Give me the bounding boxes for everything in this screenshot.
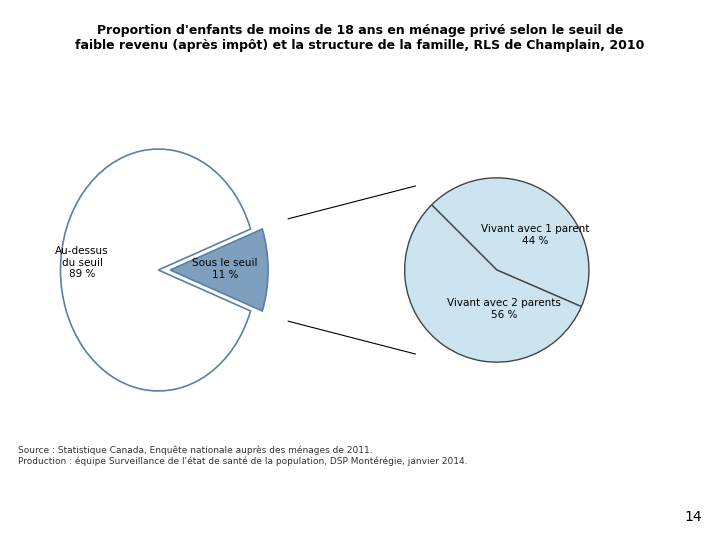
Text: Sous le seuil
11 %: Sous le seuil 11 % — [192, 258, 258, 280]
Wedge shape — [431, 178, 589, 307]
Text: Proportion d'enfants de moins de 18 ans en ménage privé selon le seuil de
faible: Proportion d'enfants de moins de 18 ans … — [76, 24, 644, 52]
Wedge shape — [60, 149, 251, 391]
Text: 14: 14 — [685, 510, 702, 524]
Text: Source : Statistique Canada, Enquête nationale auprès des ménages de 2011.
Produ: Source : Statistique Canada, Enquête nat… — [18, 446, 467, 466]
Text: Vivant avec 1 parent
44 %: Vivant avec 1 parent 44 % — [481, 224, 590, 246]
Text: Vivant avec 2 parents
56 %: Vivant avec 2 parents 56 % — [447, 298, 561, 320]
Wedge shape — [170, 229, 268, 311]
Wedge shape — [405, 205, 581, 362]
Text: Au-dessus
du seuil
89 %: Au-dessus du seuil 89 % — [55, 246, 109, 279]
